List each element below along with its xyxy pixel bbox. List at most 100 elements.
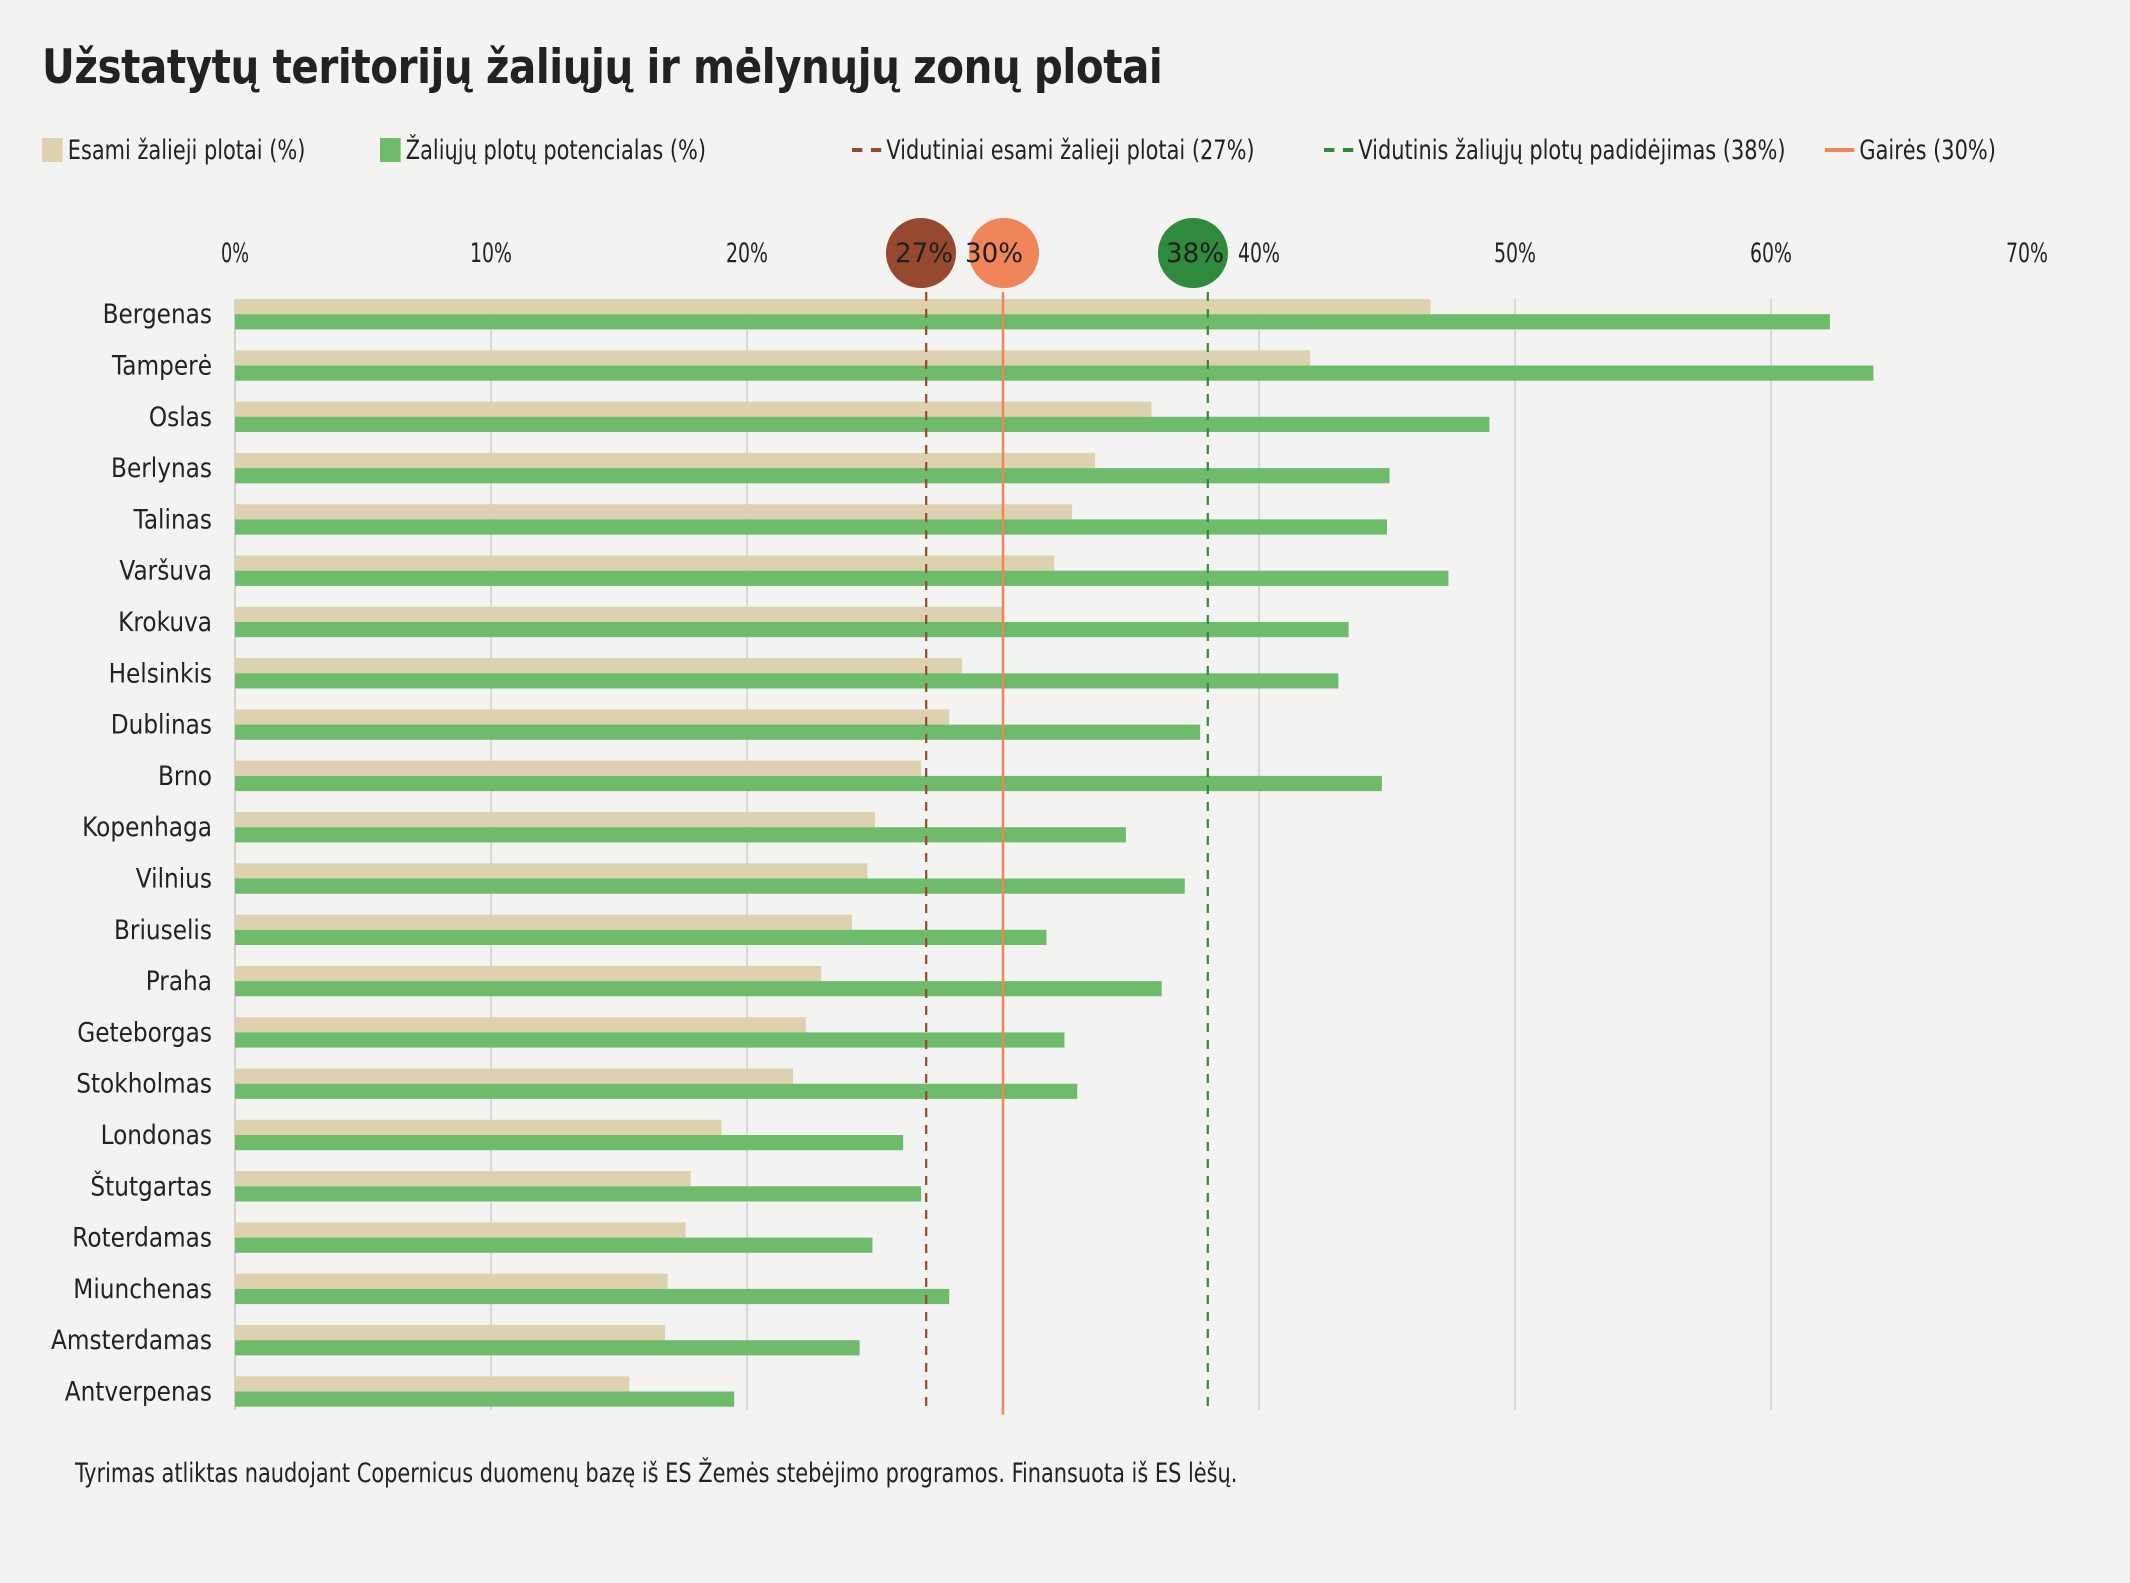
bars <box>235 299 1874 1407</box>
category-label: Briuselis <box>114 914 212 945</box>
bar-existing <box>235 452 1096 469</box>
legend-item-avg-potential: Vidutinis žaliųjų plotų padidėjimas (38%… <box>1324 130 1786 170</box>
reference-marker-label: 30% <box>965 238 1023 269</box>
legend-item-potential: Žaliųjų plotų potencialas (%) <box>380 130 706 170</box>
x-tick-label: 20% <box>726 238 768 269</box>
reference-marker-27 <box>886 218 956 288</box>
bar-potential <box>235 416 1490 432</box>
category-label: Miunchenas <box>73 1273 212 1304</box>
legend-label-existing: Esami žalieji plotai (%) <box>67 134 306 166</box>
bar-potential <box>235 827 1126 843</box>
bar-existing <box>235 401 1152 417</box>
bar-existing <box>235 709 950 725</box>
x-tick-label: 60% <box>1750 238 1792 269</box>
x-tick-label: 40% <box>1238 238 1280 269</box>
category-label: Amsterdamas <box>51 1325 212 1356</box>
category-label: Berlynas <box>111 452 212 483</box>
x-tick-label: 70% <box>2006 238 2048 269</box>
bar-existing <box>235 1273 668 1289</box>
legend-swatch-potential <box>380 138 401 162</box>
bar-potential <box>235 1032 1065 1048</box>
category-label: Krokuva <box>118 606 212 637</box>
x-tick-label: 50% <box>1494 238 1536 269</box>
bar-existing <box>235 1325 666 1341</box>
bar-existing <box>235 812 875 828</box>
category-label: Brno <box>158 760 212 791</box>
reference-marker-30 <box>969 218 1039 288</box>
bar-potential <box>235 724 1201 740</box>
legend-line-guideline <box>1825 148 1855 152</box>
legend-label-avg-potential: Vidutinis žaliųjų plotų padidėjimas (38%… <box>1358 134 1786 166</box>
category-label: Londonas <box>101 1119 212 1150</box>
legend: Esami žalieji plotai (%) Žaliųjų plotų p… <box>42 130 2122 170</box>
bar-existing <box>235 350 1311 366</box>
legend-label-avg-existing: Vidutiniai esami žalieji plotai (27%) <box>886 134 1255 166</box>
bar-existing <box>235 863 868 879</box>
reference-marker-label: 27% <box>895 238 953 269</box>
bar-existing <box>235 1171 691 1187</box>
legend-dash-avg-existing <box>852 148 882 152</box>
x-tick-label: 10% <box>470 238 512 269</box>
bar-potential <box>235 314 1830 330</box>
legend-swatch-existing <box>42 138 63 162</box>
category-label: Helsinkis <box>109 658 212 689</box>
bar-existing <box>235 658 963 674</box>
category-label: Talinas <box>133 504 212 535</box>
category-label: Štutgartas <box>90 1170 212 1202</box>
category-label: Tamperė <box>111 350 212 381</box>
reference-marker-label: 38% <box>1166 238 1224 269</box>
legend-label-potential: Žaliųjų plotų potencialas (%) <box>405 134 707 166</box>
category-label: Dublinas <box>111 709 212 740</box>
bar-potential <box>235 1186 922 1202</box>
chart-title: Užstatytų teritorijų žaliųjų ir mėlynųjų… <box>42 40 1163 95</box>
category-label: Oslas <box>149 401 212 432</box>
bar-potential <box>235 1083 1078 1099</box>
legend-item-guideline: Gairės (30%) <box>1825 130 1996 170</box>
bar-potential <box>235 1135 904 1151</box>
bar-potential <box>235 1340 860 1356</box>
bar-existing <box>235 1017 806 1033</box>
bar-potential <box>235 981 1162 997</box>
category-label: Varšuva <box>119 555 212 586</box>
legend-label-guideline: Gairės (30%) <box>1859 134 1996 166</box>
bar-potential <box>235 519 1387 535</box>
category-label: Roterdamas <box>72 1222 212 1253</box>
footer-note: Tyrimas atliktas naudojant Copernicus du… <box>75 1458 1238 1489</box>
reference-lines <box>925 292 1209 1415</box>
bar-existing <box>235 1376 630 1392</box>
category-label: Antverpenas <box>65 1376 212 1407</box>
x-axis-tick-labels: 0% 10% 20% 30% 40% 50% 60% 70% <box>221 238 2048 269</box>
bar-existing <box>235 504 1073 520</box>
bar-potential <box>235 775 1382 792</box>
bar-existing <box>235 760 922 776</box>
bar-existing <box>235 299 1431 315</box>
bar-potential <box>235 673 1339 689</box>
bar-potential <box>235 622 1349 638</box>
category-labels: Bergenas Tamperė Oslas Berlynas Talinas Varšu… <box>51 299 212 1407</box>
legend-dash-avg-potential <box>1324 148 1354 152</box>
bar-existing <box>235 1222 686 1238</box>
category-label: Bergenas <box>103 299 212 330</box>
bar-potential <box>235 570 1449 586</box>
bar-potential <box>235 878 1185 894</box>
reference-markers: 27% 30% 38% <box>886 218 1228 288</box>
bar-existing <box>235 914 852 930</box>
bar-existing <box>235 555 1055 571</box>
bar-existing <box>235 1119 722 1135</box>
bar-existing <box>235 1068 794 1084</box>
bar-potential <box>235 1391 735 1407</box>
legend-item-existing: Esami žalieji plotai (%) <box>42 130 305 170</box>
bar-potential <box>235 468 1390 484</box>
category-label: Stokholmas <box>76 1068 212 1099</box>
bar-potential <box>235 1288 950 1305</box>
bar-potential <box>235 929 1047 945</box>
x-tick-label: 0% <box>221 238 249 269</box>
bar-existing <box>235 606 1003 622</box>
reference-marker-38 <box>1158 218 1228 288</box>
bar-potential <box>235 1237 873 1253</box>
bar-potential <box>235 365 1874 381</box>
category-label: Geteborgas <box>77 1017 212 1048</box>
legend-item-avg-existing: Vidutiniai esami žalieji plotai (27%) <box>852 130 1255 170</box>
bar-existing <box>235 965 822 982</box>
